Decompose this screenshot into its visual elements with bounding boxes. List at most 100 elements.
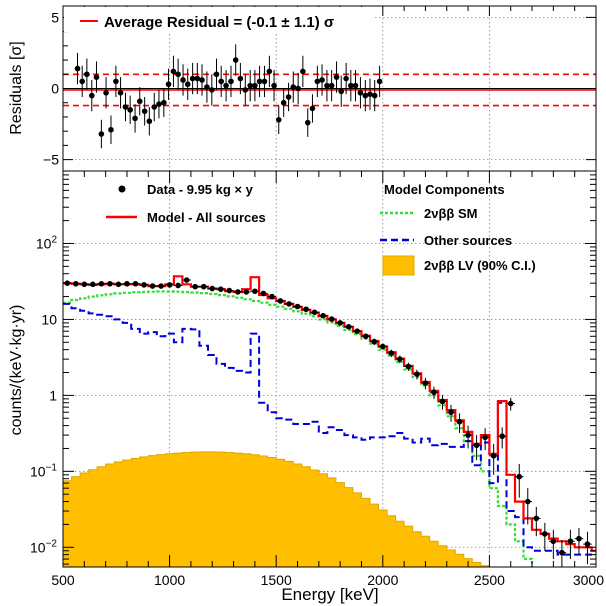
data-point bbox=[524, 498, 531, 505]
residual-point bbox=[348, 82, 354, 89]
residual-point bbox=[146, 118, 153, 125]
data-point bbox=[183, 277, 190, 283]
residual-point bbox=[232, 57, 239, 63]
residual-point bbox=[108, 126, 114, 133]
data-point bbox=[115, 281, 122, 288]
x-tick-label: 2500 bbox=[474, 572, 505, 588]
residual-point bbox=[275, 116, 282, 123]
data-point bbox=[81, 281, 88, 288]
data-point bbox=[397, 356, 403, 362]
data-point bbox=[516, 473, 523, 480]
residuals-legend-box bbox=[64, 7, 374, 32]
data-point bbox=[448, 409, 454, 416]
legend-lv-swatch bbox=[382, 255, 415, 276]
residual-point bbox=[88, 92, 95, 99]
residual-point bbox=[285, 94, 292, 100]
data-point bbox=[465, 432, 471, 438]
data-point bbox=[286, 301, 292, 307]
x-tick-label: 1000 bbox=[154, 572, 185, 588]
residual-point bbox=[328, 82, 335, 89]
data-point bbox=[473, 442, 480, 449]
data-point bbox=[559, 549, 565, 556]
residual-point bbox=[165, 81, 172, 88]
residual-point bbox=[280, 99, 287, 106]
x-tick-label: 2000 bbox=[367, 572, 398, 588]
legend-sm-label: 2νββ SM bbox=[424, 206, 477, 221]
data-point bbox=[107, 280, 113, 287]
data-point bbox=[499, 433, 505, 440]
residual-point bbox=[122, 104, 129, 110]
data-point bbox=[380, 343, 386, 350]
x-axis-label: Energy [keV] bbox=[281, 585, 378, 604]
data-point bbox=[235, 289, 241, 295]
residuals-legend-label: Average Residual = (-0.1 ± 1.1) σ bbox=[104, 14, 334, 31]
residual-point bbox=[371, 92, 378, 99]
data-point bbox=[405, 363, 412, 370]
data-point bbox=[200, 283, 207, 290]
data-point bbox=[439, 398, 446, 405]
spectrum-frame bbox=[62, 170, 597, 568]
residual-point bbox=[84, 71, 90, 78]
data-point bbox=[243, 289, 250, 295]
residual-point bbox=[189, 75, 196, 82]
residual-point bbox=[223, 82, 229, 89]
residual-point bbox=[343, 75, 349, 82]
residual-point bbox=[362, 92, 369, 99]
residual-point bbox=[271, 82, 277, 89]
spectrum-y-tick-label: 10 bbox=[41, 311, 57, 327]
data-point bbox=[337, 320, 343, 326]
residual-point bbox=[376, 78, 383, 85]
residual-point bbox=[199, 77, 205, 83]
data-point bbox=[192, 283, 198, 290]
residual-point bbox=[333, 74, 340, 80]
residual-point bbox=[352, 82, 359, 89]
data-point bbox=[269, 293, 275, 300]
residual-point bbox=[103, 89, 109, 96]
data-point bbox=[98, 280, 105, 287]
data-point bbox=[209, 285, 216, 292]
data-points bbox=[63, 277, 592, 567]
data-point bbox=[542, 531, 548, 537]
residual-point bbox=[74, 65, 81, 72]
legend-data-marker bbox=[118, 185, 126, 193]
residual-point bbox=[127, 107, 133, 113]
residual-point bbox=[266, 68, 273, 75]
residual-point bbox=[151, 104, 158, 110]
data-point bbox=[252, 288, 258, 295]
legend-data-label: Data - 9.95 kg × y bbox=[147, 182, 254, 197]
data-point bbox=[277, 298, 284, 304]
legend-model-label: Model - All sources bbox=[147, 210, 266, 225]
data-point bbox=[362, 333, 369, 340]
data-point bbox=[294, 303, 301, 310]
data-point bbox=[490, 453, 497, 459]
other-sources-histogram bbox=[63, 302, 596, 556]
data-point bbox=[158, 283, 164, 289]
data-point bbox=[456, 418, 463, 425]
sm-histogram bbox=[63, 290, 534, 567]
data-point bbox=[507, 400, 514, 407]
residuals-y-axis-label: Residuals [σ] bbox=[8, 41, 25, 134]
residual-point bbox=[295, 85, 301, 92]
residuals-y-tick-label: 0 bbox=[51, 81, 59, 97]
residual-point bbox=[228, 78, 234, 85]
data-point bbox=[303, 306, 309, 313]
data-point bbox=[422, 380, 429, 386]
data-point bbox=[431, 389, 437, 396]
residual-point bbox=[141, 108, 148, 115]
data-point bbox=[388, 350, 395, 356]
data-point bbox=[124, 280, 130, 287]
data-point bbox=[90, 281, 96, 288]
residual-points bbox=[74, 44, 383, 149]
data-point bbox=[576, 535, 582, 542]
residual-band bbox=[63, 73, 596, 107]
legend-other-label: Other sources bbox=[424, 233, 512, 248]
data-point bbox=[414, 371, 420, 378]
residual-point bbox=[242, 87, 249, 93]
residual-point bbox=[113, 78, 119, 85]
residual-point bbox=[256, 78, 263, 85]
data-point bbox=[482, 434, 488, 441]
x-tick-label: 1500 bbox=[261, 572, 292, 588]
residual-point bbox=[184, 81, 191, 88]
residuals-y-tick-label: 5 bbox=[51, 9, 59, 25]
